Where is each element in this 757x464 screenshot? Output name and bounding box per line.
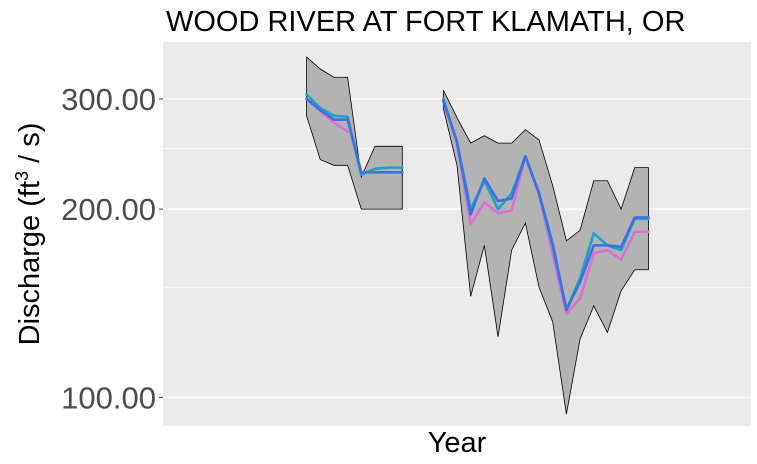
chart-title: WOOD RIVER AT FORT KLAMATH, OR [166, 6, 685, 38]
series-line-2 [442, 99, 650, 312]
y-axis-title-main: Discharge (ft [14, 181, 46, 345]
y-axis-title-exponent: 3 [12, 171, 32, 181]
y-axis-ticks: 100.00 200.00 300.00 [61, 82, 163, 415]
x-axis-title: Year [428, 427, 487, 459]
y-axis-title-unit: / s) [14, 123, 46, 171]
y-axis-title: Discharge (ft3 / s) [12, 123, 46, 346]
y-tick-label: 100.00 [61, 380, 156, 415]
y-tick-label: 300.00 [61, 82, 156, 117]
y-tick-label: 200.00 [61, 192, 156, 227]
range-band-segment [442, 89, 649, 415]
series-lines [305, 93, 650, 316]
panel-background [163, 42, 751, 426]
series-line-2 [305, 97, 404, 174]
